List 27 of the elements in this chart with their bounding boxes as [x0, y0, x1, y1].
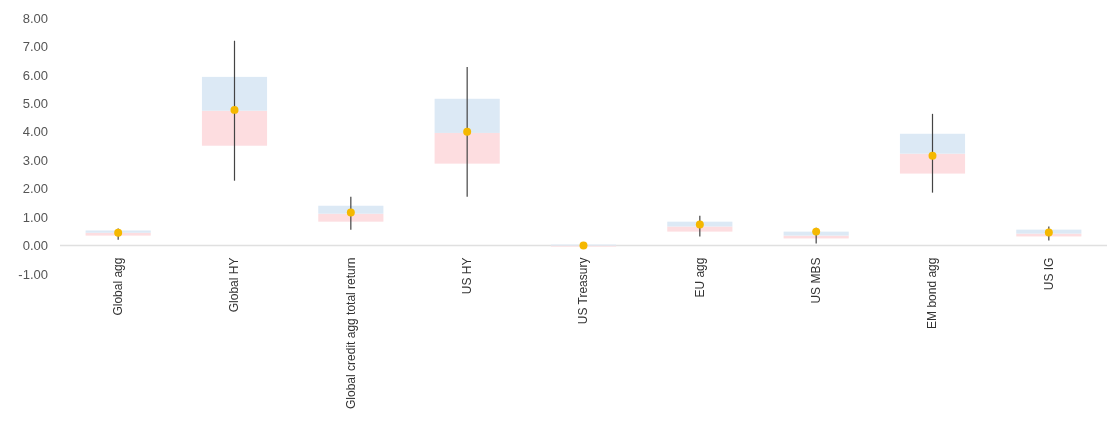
- point: [346, 208, 355, 217]
- y-tick-label: 2.00: [22, 181, 48, 197]
- y-tick-label: 7.00: [22, 39, 48, 55]
- y-tick-label: 3.00: [22, 152, 48, 168]
- x-tick-label: EM bond agg: [925, 257, 940, 329]
- x-tick-label: Global agg: [111, 257, 126, 316]
- point: [695, 220, 704, 229]
- y-tick-label: 8.00: [22, 10, 48, 26]
- x-tick-label: EU agg: [692, 257, 707, 298]
- x-tick-label: US IG: [1041, 257, 1056, 291]
- point: [812, 227, 821, 236]
- y-tick-label: 5.00: [22, 95, 48, 111]
- point: [463, 127, 472, 136]
- point: [1044, 228, 1053, 237]
- point: [928, 151, 937, 160]
- y-tick-label: 4.00: [22, 124, 48, 140]
- x-tick-label: Global credit agg total return: [343, 257, 358, 409]
- point: [114, 228, 123, 237]
- x-tick-label: US MBS: [809, 257, 824, 304]
- y-tick-label: -1.00: [18, 266, 48, 282]
- x-tick-label: Global HY: [227, 257, 242, 313]
- point: [230, 105, 239, 114]
- y-tick-label: 0.00: [22, 238, 48, 254]
- y-tick-label: 6.00: [22, 67, 48, 83]
- y-tick-label: 1.00: [22, 209, 48, 225]
- x-tick-label: US HY: [460, 257, 475, 295]
- x-tick-label: US Treasury: [576, 257, 591, 325]
